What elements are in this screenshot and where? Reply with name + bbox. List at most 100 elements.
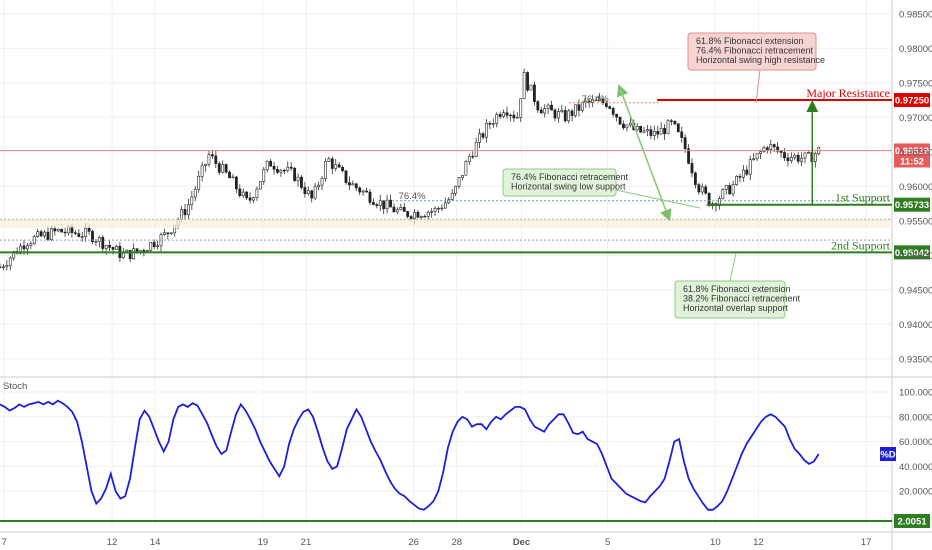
candle-body (769, 144, 773, 150)
candle (639, 125, 643, 133)
candle-body (207, 154, 211, 165)
candle-body (505, 112, 509, 116)
candle (149, 241, 153, 254)
candle-body (60, 228, 64, 233)
candle-body (128, 249, 132, 260)
candle-body (265, 160, 269, 171)
candle-body (320, 178, 324, 186)
candle-body (101, 236, 105, 249)
candle (755, 153, 759, 161)
candle-body (509, 114, 512, 117)
candle (546, 103, 550, 115)
candle (529, 84, 533, 91)
candle (365, 187, 368, 193)
candle-body (577, 104, 581, 111)
candle-body (717, 198, 721, 207)
candle (228, 170, 231, 179)
candle-body (526, 72, 529, 91)
candle (670, 118, 673, 126)
candles (0, 68, 821, 271)
candle-body (234, 176, 238, 190)
candle (265, 160, 269, 173)
candle-body (180, 209, 183, 220)
swing-arrow-down (619, 89, 672, 222)
candle-body (63, 231, 67, 234)
candle-body (680, 131, 684, 138)
candle-body (73, 232, 77, 234)
candle-body (598, 98, 601, 101)
candle (207, 150, 211, 167)
candle (193, 186, 197, 202)
resistance-note-line: 61.8% Fibonacci extension (696, 36, 804, 46)
candle (317, 181, 320, 191)
candle (467, 153, 471, 165)
candle-body (389, 199, 392, 208)
candle (77, 228, 81, 238)
candle-body (652, 130, 656, 136)
candle-body (289, 166, 293, 169)
candle (169, 232, 173, 235)
candle-body (491, 123, 495, 125)
candle-body (807, 152, 810, 154)
candle-body (224, 164, 228, 173)
candle (461, 174, 464, 181)
stoch-d-line (0, 399, 820, 511)
candle (416, 210, 420, 218)
candle-body (776, 146, 780, 152)
candle-body (296, 176, 300, 182)
candle (690, 158, 694, 178)
candle (375, 202, 379, 209)
candle-body (663, 127, 666, 135)
candle (556, 108, 560, 123)
candle (238, 184, 242, 198)
stoch-tick-label: 100.0000 (899, 388, 932, 399)
time-tick-label: 21 (301, 537, 312, 548)
candle-body (306, 190, 310, 195)
candle (509, 113, 512, 122)
candle-body (409, 216, 413, 219)
candle-body (594, 99, 598, 102)
candle-body (262, 169, 266, 182)
candle-body (454, 185, 458, 194)
candle (156, 241, 159, 250)
time-tick-label: Dec (513, 537, 530, 548)
candle (803, 152, 807, 164)
time-tick-label: 17 (861, 537, 872, 548)
price-axis: 0.98500 0.98000 0.97500 0.97000 0.96500 0.960… (899, 9, 932, 365)
candle (464, 159, 468, 176)
candle (741, 165, 745, 182)
candle-body (803, 152, 807, 159)
candle-body (498, 114, 502, 117)
candle-body (502, 112, 505, 117)
candle-body (536, 101, 540, 111)
second-support-note-pointer (729, 252, 737, 282)
candle (348, 176, 351, 191)
time-tick-label: 5 (605, 537, 610, 548)
candle-body (670, 120, 673, 122)
candle (728, 182, 732, 195)
candle (289, 162, 293, 171)
candle-body (36, 231, 40, 237)
candle-body (574, 104, 577, 116)
candle-body (673, 120, 677, 125)
candle-body (77, 233, 81, 237)
candle-body (104, 245, 108, 249)
candle (200, 161, 204, 182)
candle-body (611, 108, 615, 115)
candle (635, 122, 639, 132)
candle-body (348, 182, 351, 186)
candle-body (563, 110, 567, 122)
candle-body (464, 161, 468, 176)
stoch-badge-bg (880, 447, 896, 461)
candle (512, 110, 516, 122)
candle (286, 161, 290, 173)
first-support-note-line: Horizontal swing low support (511, 182, 626, 192)
candle-body (269, 160, 273, 167)
candle (796, 152, 800, 164)
candle-body (84, 227, 88, 237)
indicator-name: Stoch (3, 381, 27, 392)
candle (221, 160, 225, 174)
candle-body (183, 209, 187, 216)
candle-body (467, 155, 471, 162)
